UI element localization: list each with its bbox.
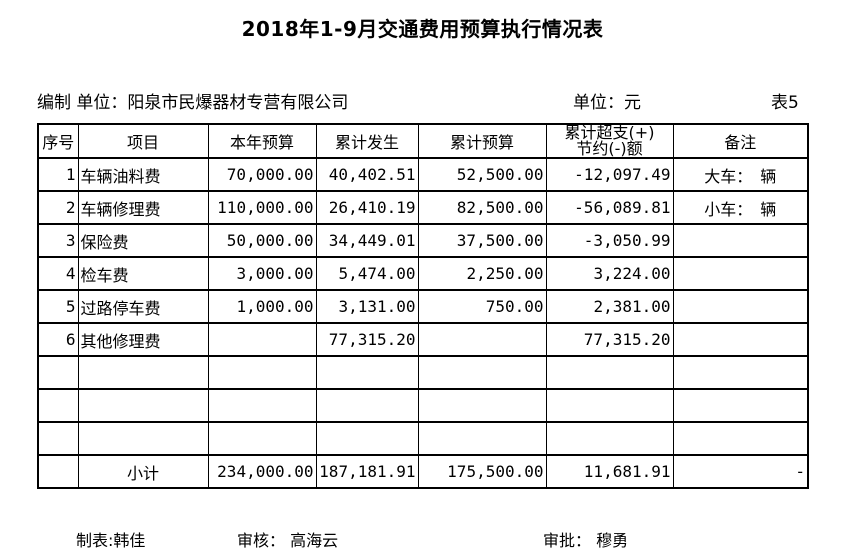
cell-cumulative-budget: 175,500.00: [417, 454, 547, 489]
cell-variance: -3,050.99: [545, 223, 674, 258]
signature-line: 制表:韩佳 审核： 高海云 审批： 穆勇: [0, 527, 845, 550]
cell-cumulative-budget: 750.00: [417, 289, 547, 324]
header-note: 备注: [672, 123, 809, 159]
cell-note: [672, 388, 809, 423]
cell-annual-budget: [207, 421, 317, 456]
cell-annual-budget: 1,000.00: [207, 289, 317, 324]
cell-note: [672, 421, 809, 456]
cell-item: 保险费: [77, 223, 209, 258]
table-row: 6 其他修理费 77,315.20 77,315.20: [37, 322, 809, 357]
cell-cumulative-actual: [315, 355, 419, 390]
table-row-empty: [37, 388, 809, 423]
cell-no: 3: [37, 223, 79, 258]
cell-item: [77, 355, 209, 390]
cell-no: [37, 355, 79, 390]
cell-note: -: [672, 454, 809, 489]
cell-cumulative-actual: [315, 421, 419, 456]
cell-annual-budget: [207, 322, 317, 357]
cell-cumulative-budget: 37,500.00: [417, 223, 547, 258]
cell-variance: 11,681.91: [545, 454, 674, 489]
cell-cumulative-budget: [417, 421, 547, 456]
cell-annual-budget: 70,000.00: [207, 157, 317, 192]
cell-variance: 2,381.00: [545, 289, 674, 324]
cell-no: 6: [37, 322, 79, 357]
cell-annual-budget: [207, 388, 317, 423]
table-row: 5 过路停车费 1,000.00 3,131.00 750.00 2,381.0…: [37, 289, 809, 324]
cell-no: 5: [37, 289, 79, 324]
cell-annual-budget: [207, 355, 317, 390]
header-variance: 累计超支(+) 节约(-)额: [545, 123, 674, 159]
cell-cumulative-actual: 187,181.91: [315, 454, 419, 489]
cell-cumulative-actual: 26,410.19: [315, 190, 419, 225]
cell-cumulative-actual: 5,474.00: [315, 256, 419, 291]
header-cumulative-budget: 累计预算: [417, 123, 547, 159]
cell-no: 1: [37, 157, 79, 192]
table-row: 4 检车费 3,000.00 5,474.00 2,250.00 3,224.0…: [37, 256, 809, 291]
cell-cumulative-actual: [315, 388, 419, 423]
cell-no: [37, 388, 79, 423]
subtotal-row: 小计 234,000.00 187,181.91 175,500.00 11,6…: [37, 454, 809, 489]
cell-variance: -56,089.81: [545, 190, 674, 225]
header-no: 序号: [37, 123, 79, 159]
page-title: 2018年1-9月交通费用预算执行情况表: [241, 17, 604, 41]
table-row-empty: [37, 355, 809, 390]
cell-variance: 3,224.00: [545, 256, 674, 291]
cell-no: [37, 454, 79, 489]
reviewed-by-signature: 审核： 高海云: [237, 531, 339, 550]
table-row: 2 车辆修理费 110,000.00 26,410.19 82,500.00 -…: [37, 190, 809, 225]
cell-cumulative-budget: 82,500.00: [417, 190, 547, 225]
header-cumulative-actual: 累计发生: [315, 123, 419, 159]
cell-item: 车辆油料费: [77, 157, 209, 192]
cell-note: [672, 355, 809, 390]
prepared-by-signature: 制表:韩佳: [76, 531, 146, 550]
header-annual-budget: 本年预算: [207, 123, 317, 159]
cell-variance: 77,315.20: [545, 322, 674, 357]
cell-cumulative-actual: 40,402.51: [315, 157, 419, 192]
cell-item: 过路停车费: [77, 289, 209, 324]
cell-cumulative-actual: 3,131.00: [315, 289, 419, 324]
table-row: 1 车辆油料费 70,000.00 40,402.51 52,500.00 -1…: [37, 157, 809, 192]
sheet-number: 表5: [771, 93, 799, 113]
cell-no: 2: [37, 190, 79, 225]
cell-cumulative-budget: [417, 322, 547, 357]
header-row: 序号 项目 本年预算 累计发生 累计预算 累计超支(+) 节约(-)额 备注: [37, 123, 809, 159]
cell-cumulative-budget: [417, 388, 547, 423]
cell-item: 车辆修理费: [77, 190, 209, 225]
approved-by-signature: 审批： 穆勇: [543, 531, 629, 550]
cell-cumulative-actual: 77,315.20: [315, 322, 419, 357]
cell-cumulative-budget: [417, 355, 547, 390]
prepared-by-unit: 编制 单位：阳泉市民爆器材专营有限公司: [37, 93, 349, 113]
table-row: 3 保险费 50,000.00 34,449.01 37,500.00 -3,0…: [37, 223, 809, 258]
cell-item: 其他修理费: [77, 322, 209, 357]
cell-variance: [545, 388, 674, 423]
cell-item: [77, 388, 209, 423]
cell-cumulative-budget: 2,250.00: [417, 256, 547, 291]
cell-variance: [545, 421, 674, 456]
cell-item: [77, 421, 209, 456]
table-row-empty: [37, 421, 809, 456]
cell-note: [672, 256, 809, 291]
cell-no: 4: [37, 256, 79, 291]
cell-cumulative-actual: 34,449.01: [315, 223, 419, 258]
cell-note: [672, 322, 809, 357]
cell-note: [672, 223, 809, 258]
cell-annual-budget: 50,000.00: [207, 223, 317, 258]
cell-variance: -12,097.49: [545, 157, 674, 192]
currency-unit: 单位：元: [573, 93, 641, 113]
cell-item: 检车费: [77, 256, 209, 291]
cell-note: 小车： 辆: [672, 190, 809, 225]
cell-subtotal-label: 小计: [77, 454, 209, 489]
cell-no: [37, 421, 79, 456]
cell-annual-budget: 110,000.00: [207, 190, 317, 225]
info-line: 编制 单位：阳泉市民爆器材专营有限公司 单位：元 表5: [0, 88, 845, 113]
cell-note: 大车： 辆: [672, 157, 809, 192]
cell-annual-budget: 3,000.00: [207, 256, 317, 291]
budget-table: 序号 项目 本年预算 累计发生 累计预算 累计超支(+) 节约(-)额 备注 1…: [37, 123, 809, 489]
cell-note: [672, 289, 809, 324]
cell-cumulative-budget: 52,500.00: [417, 157, 547, 192]
header-item: 项目: [77, 123, 209, 159]
cell-variance: [545, 355, 674, 390]
cell-annual-budget: 234,000.00: [207, 454, 317, 489]
